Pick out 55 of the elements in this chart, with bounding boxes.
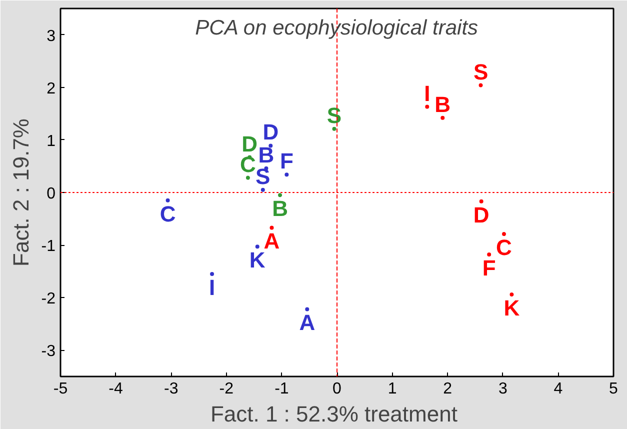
point — [284, 172, 289, 177]
x-tick-label: 5 — [609, 380, 618, 398]
x-tick-label: 3 — [498, 380, 508, 398]
point — [260, 188, 265, 192]
point — [487, 252, 492, 257]
x-tick-label: -4 — [108, 380, 124, 398]
point — [278, 193, 282, 198]
data-label: I — [424, 80, 430, 106]
data-label: B — [272, 196, 288, 222]
data-label: D — [262, 120, 279, 145]
x-tick-label: -3 — [164, 380, 178, 398]
x-tick-label: -1 — [274, 380, 289, 398]
y-tick-label: -2 — [41, 290, 56, 308]
data-label: S — [326, 102, 342, 128]
data-label: B — [434, 92, 451, 117]
y-tick-label: 2 — [46, 80, 56, 98]
point — [332, 126, 336, 131]
point — [478, 83, 483, 88]
y-tick-label: 0 — [46, 186, 56, 202]
data-label: F — [280, 148, 294, 174]
x-tick-label: -2 — [219, 380, 234, 398]
y-tick-label: 3 — [46, 28, 56, 45]
point — [440, 116, 445, 120]
y-tick-label: 1 — [46, 132, 56, 150]
data-label: S — [473, 59, 488, 84]
data-label: F — [482, 256, 496, 281]
y-tick-label: -1 — [41, 238, 56, 256]
x-tick-label: 1 — [388, 380, 397, 398]
x-tick-label: 4 — [554, 380, 563, 398]
data-label: D — [473, 202, 490, 228]
point — [502, 232, 506, 236]
chart-title: PCA on ecophysiological traits — [195, 16, 479, 40]
data-label: A — [299, 310, 316, 336]
point — [210, 272, 214, 276]
point — [246, 176, 250, 180]
data-label: K — [504, 295, 520, 320]
point — [305, 307, 310, 312]
x-axis-title: Fact. 1 : 52.3% treatment — [210, 402, 458, 426]
data-label: K — [249, 248, 266, 273]
y-tick-label: -3 — [41, 343, 56, 360]
data-label: D — [242, 131, 258, 156]
point — [255, 244, 260, 249]
point — [425, 104, 430, 109]
data-label: A — [264, 228, 280, 254]
point — [510, 292, 514, 296]
data-label: I — [208, 274, 216, 300]
x-tick-label: -5 — [53, 380, 68, 398]
x-tick-label: 0 — [332, 380, 342, 398]
data-label: C — [496, 235, 512, 260]
y-axis-title: Fact. 2 : 19.7% — [8, 118, 34, 266]
point — [270, 226, 274, 230]
point — [479, 199, 484, 204]
point — [166, 198, 170, 202]
data-label: C — [160, 201, 176, 226]
x-tick-label: 2 — [443, 380, 452, 398]
